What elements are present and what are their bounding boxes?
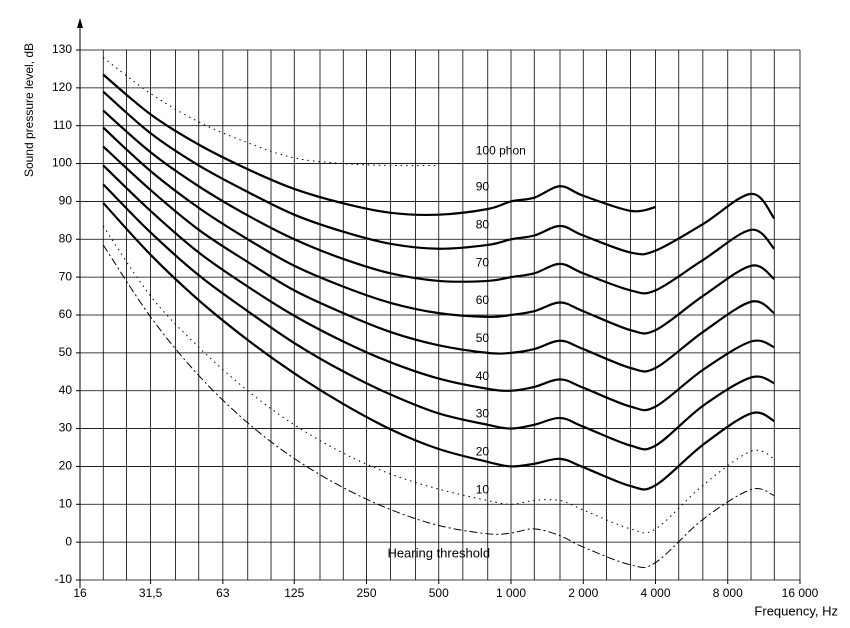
curve — [102, 73, 656, 217]
curve-label: 80 — [476, 217, 490, 231]
x-tick-label: 125 — [284, 586, 304, 600]
curve — [102, 164, 775, 412]
y-tick-label: 10 — [59, 496, 73, 510]
curve-label: 70 — [476, 255, 490, 269]
curve-label: 20 — [476, 445, 490, 459]
y-tick-label: 30 — [59, 421, 73, 435]
y-tick-label: 70 — [59, 269, 73, 283]
x-tick-label: 16 — [73, 586, 87, 600]
curve — [102, 202, 775, 491]
x-tick-label: 31,5 — [139, 586, 163, 600]
x-tick-label: 63 — [216, 586, 230, 600]
y-tick-label: -10 — [55, 572, 73, 586]
curve — [102, 57, 439, 167]
x-tick-label: 16 000 — [782, 586, 819, 600]
y-tick-label: 130 — [52, 42, 72, 56]
curve-label: 90 — [476, 180, 490, 194]
curve-label: 50 — [476, 331, 490, 345]
y-axis-arrow — [77, 18, 83, 28]
curve — [102, 126, 775, 335]
curve — [102, 244, 775, 569]
y-axis-label: Sound pressure level, dB — [22, 43, 36, 177]
x-tick-label: 500 — [429, 586, 449, 600]
x-axis-label: Frequency, Hz — [754, 603, 838, 618]
curve-label: 100 phon — [476, 144, 526, 158]
curve-label: 30 — [476, 407, 490, 421]
curve-label: 10 — [476, 482, 490, 496]
curve — [102, 109, 776, 295]
y-tick-label: 110 — [53, 118, 72, 132]
curve-label: 60 — [476, 293, 490, 307]
y-tick-label: 20 — [59, 459, 73, 473]
y-tick-label: 50 — [59, 345, 73, 359]
curve — [102, 145, 775, 373]
y-tick-label: 90 — [59, 194, 73, 208]
x-tick-label: 8 000 — [713, 586, 743, 600]
y-tick-label: 0 — [65, 534, 72, 548]
x-tick-label: 1 000 — [496, 586, 526, 600]
x-tick-label: 250 — [357, 586, 377, 600]
x-tick-label: 4 000 — [640, 586, 670, 600]
y-tick-label: 60 — [59, 307, 73, 321]
y-tick-label: 100 — [52, 156, 72, 170]
curve — [102, 90, 776, 256]
curve — [102, 183, 775, 451]
y-tick-label: 40 — [59, 383, 73, 397]
curve-label: 40 — [476, 369, 490, 383]
curve — [102, 225, 775, 534]
curve-label: Hearing threshold — [387, 545, 490, 560]
y-tick-label: 80 — [59, 231, 73, 245]
x-tick-label: 2 000 — [568, 586, 598, 600]
y-tick-label: 120 — [52, 80, 72, 94]
